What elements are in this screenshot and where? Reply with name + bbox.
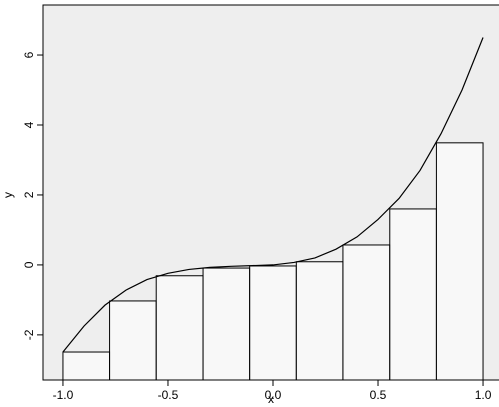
x-tick-label: -1.0 (53, 388, 74, 402)
bar (110, 301, 157, 380)
y-tick-label: -2 (22, 329, 36, 340)
bar (343, 245, 390, 380)
y-tick-label: 4 (22, 121, 36, 128)
bar (296, 262, 343, 380)
y-axis-label: y (1, 192, 15, 198)
bar (156, 276, 203, 380)
bar (203, 268, 250, 380)
y-tick-label: 6 (22, 51, 36, 58)
bar (63, 352, 110, 380)
x-tick-label: 1.0 (475, 388, 492, 402)
bar (390, 209, 437, 380)
bar (250, 266, 297, 380)
x-tick-label: 0.0 (265, 388, 282, 402)
y-tick-label: 2 (22, 191, 36, 198)
bar (436, 143, 483, 380)
chart: x y -1.0-0.50.00.51.0-20246 (0, 0, 499, 407)
x-tick-label: 0.5 (370, 388, 387, 402)
y-tick-label: 0 (22, 261, 36, 268)
x-tick-label: -0.5 (158, 388, 179, 402)
